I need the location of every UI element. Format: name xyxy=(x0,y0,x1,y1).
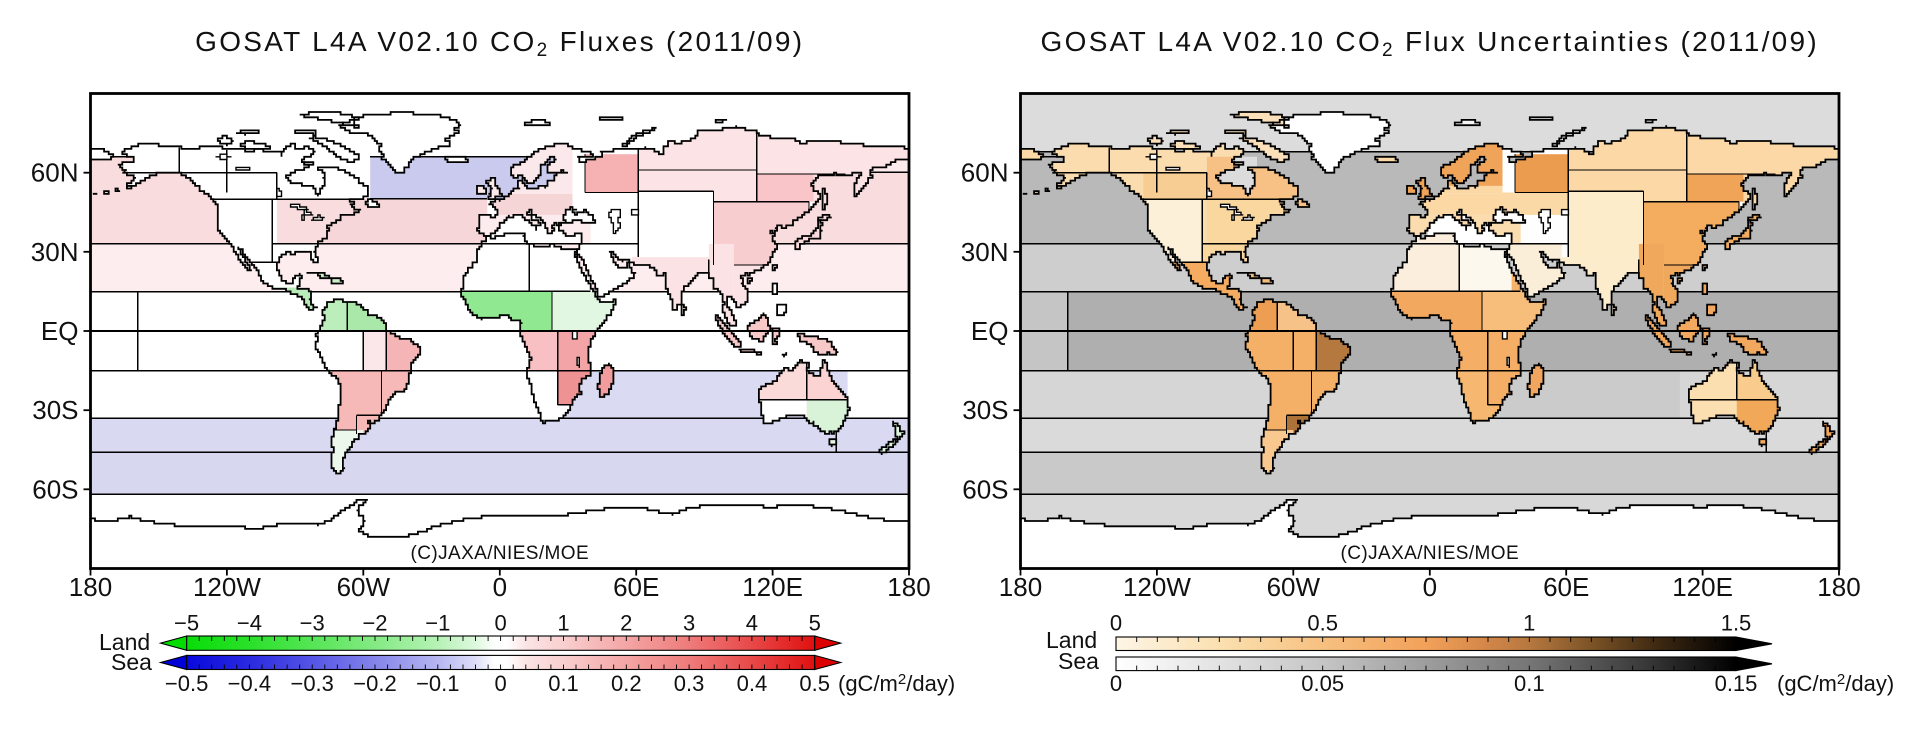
svg-text:−0.3: −0.3 xyxy=(290,671,333,696)
svg-text:−0.1: −0.1 xyxy=(416,671,459,696)
svg-text:−0.4: −0.4 xyxy=(228,671,271,696)
svg-text:60E: 60E xyxy=(613,572,659,602)
svg-text:(gC/m2/day): (gC/m2/day) xyxy=(838,671,955,696)
svg-text:0.3: 0.3 xyxy=(674,671,705,696)
svg-text:0.1: 0.1 xyxy=(1514,671,1545,696)
svg-text:0: 0 xyxy=(493,572,507,602)
svg-text:4: 4 xyxy=(746,611,758,636)
svg-text:0: 0 xyxy=(1423,572,1437,602)
svg-text:1.5: 1.5 xyxy=(1721,611,1752,636)
svg-text:1: 1 xyxy=(1523,611,1535,636)
svg-text:−3: −3 xyxy=(300,611,325,636)
svg-text:GOSAT L4A V02.10 CO2 Flux Unce: GOSAT L4A V02.10 CO2 Flux Uncertainties … xyxy=(1041,26,1820,61)
svg-text:0.1: 0.1 xyxy=(548,671,579,696)
svg-text:0: 0 xyxy=(1110,671,1122,696)
svg-text:−2: −2 xyxy=(362,611,387,636)
svg-text:120E: 120E xyxy=(742,572,803,602)
svg-text:180: 180 xyxy=(1817,572,1860,602)
svg-text:0: 0 xyxy=(1110,611,1122,636)
svg-text:Sea: Sea xyxy=(1058,648,1099,674)
svg-text:EQ: EQ xyxy=(971,316,1009,346)
svg-text:−0.5: −0.5 xyxy=(165,671,208,696)
svg-text:120E: 120E xyxy=(1672,572,1733,602)
svg-text:60N: 60N xyxy=(31,158,79,188)
svg-text:−1: −1 xyxy=(425,611,450,636)
svg-text:(C)JAXA/NIES/MOE: (C)JAXA/NIES/MOE xyxy=(411,543,589,564)
svg-text:3: 3 xyxy=(683,611,695,636)
svg-text:0: 0 xyxy=(494,611,506,636)
svg-text:60S: 60S xyxy=(962,474,1008,504)
svg-text:GOSAT L4A V02.10 CO2 Fluxes (2: GOSAT L4A V02.10 CO2 Fluxes (2011/09) xyxy=(195,26,804,61)
svg-text:−5: −5 xyxy=(174,611,199,636)
svg-text:180: 180 xyxy=(69,572,112,602)
svg-text:60E: 60E xyxy=(1543,572,1589,602)
svg-text:0: 0 xyxy=(494,671,506,696)
svg-text:30S: 30S xyxy=(32,395,78,425)
svg-text:60W: 60W xyxy=(337,572,391,602)
svg-text:(C)JAXA/NIES/MOE: (C)JAXA/NIES/MOE xyxy=(1341,543,1519,564)
svg-text:−4: −4 xyxy=(237,611,262,636)
svg-text:0.2: 0.2 xyxy=(611,671,642,696)
svg-text:0.05: 0.05 xyxy=(1301,671,1344,696)
svg-text:Sea: Sea xyxy=(111,649,152,675)
svg-text:Land: Land xyxy=(99,629,150,655)
svg-text:30S: 30S xyxy=(962,395,1008,425)
svg-text:180: 180 xyxy=(999,572,1042,602)
svg-text:120W: 120W xyxy=(193,572,261,602)
svg-text:Land: Land xyxy=(1046,627,1097,653)
svg-text:0.5: 0.5 xyxy=(799,671,830,696)
svg-text:0.5: 0.5 xyxy=(1307,611,1338,636)
svg-text:180: 180 xyxy=(887,572,930,602)
svg-text:0.4: 0.4 xyxy=(737,671,768,696)
svg-text:EQ: EQ xyxy=(41,316,79,346)
svg-text:60W: 60W xyxy=(1267,572,1321,602)
svg-text:30N: 30N xyxy=(961,237,1009,267)
svg-text:0.15: 0.15 xyxy=(1715,671,1758,696)
svg-text:(gC/m2/day): (gC/m2/day) xyxy=(1777,671,1894,696)
svg-text:30N: 30N xyxy=(31,237,79,267)
svg-text:2: 2 xyxy=(620,611,632,636)
svg-text:−0.2: −0.2 xyxy=(353,671,396,696)
svg-text:60N: 60N xyxy=(961,158,1009,188)
svg-text:120W: 120W xyxy=(1123,572,1191,602)
svg-text:5: 5 xyxy=(809,611,821,636)
svg-text:1: 1 xyxy=(557,611,569,636)
svg-text:60S: 60S xyxy=(32,474,78,504)
